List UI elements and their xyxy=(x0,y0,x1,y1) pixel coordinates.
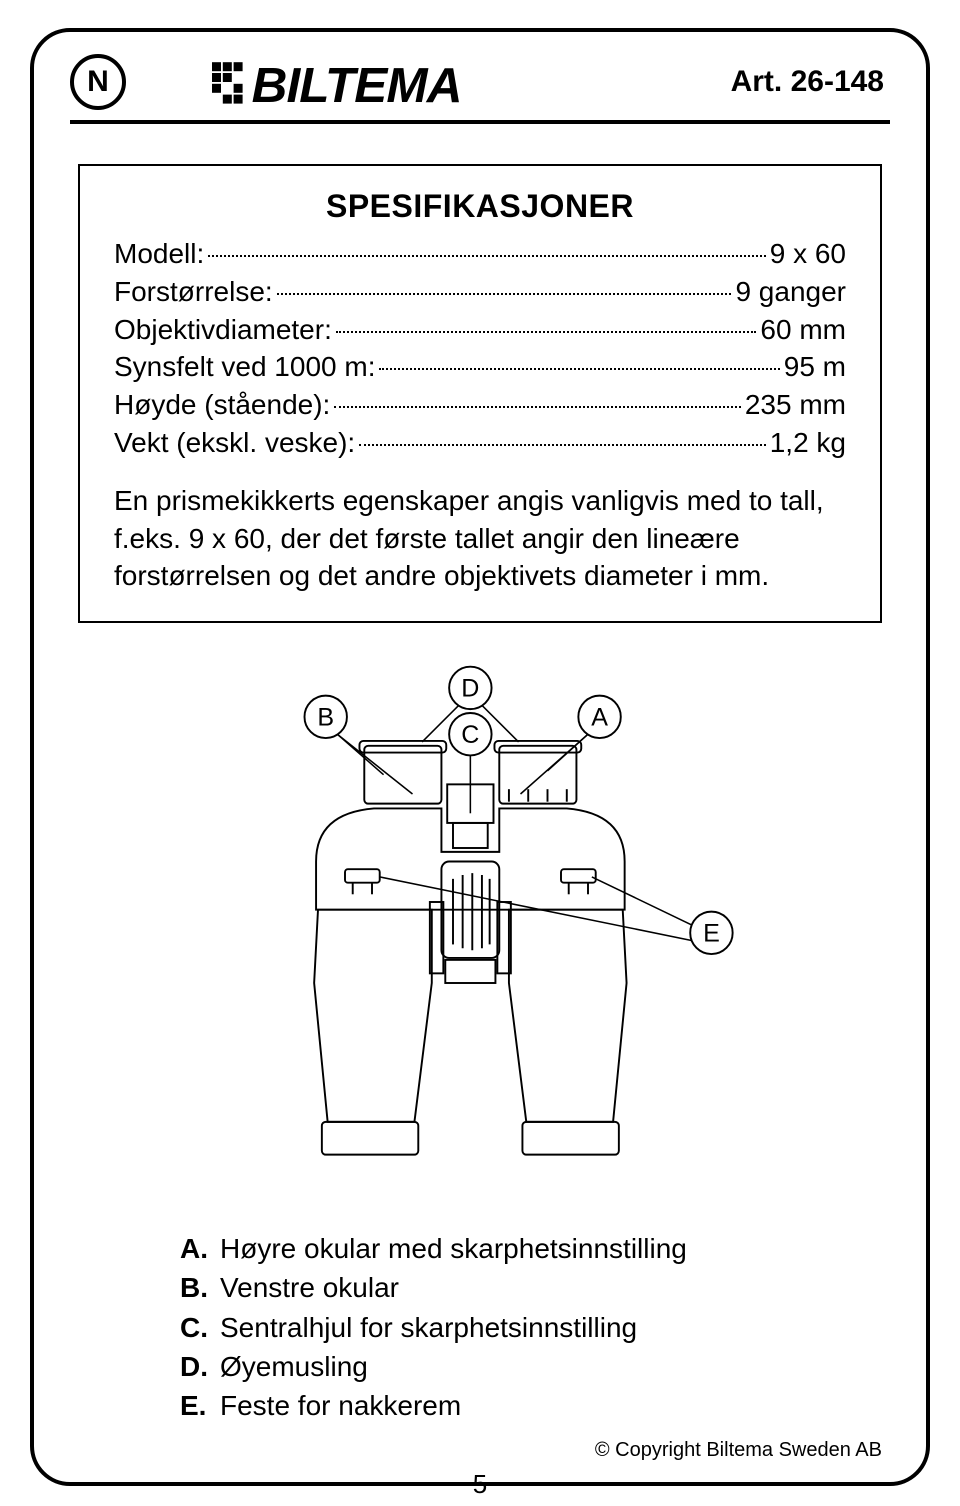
binoculars-diagram: B D C A E xyxy=(70,659,890,1199)
spec-label: Vekt (ekskl. veske): xyxy=(114,424,355,462)
legend-item: C. Sentralhjul for skarphetsinnstilling xyxy=(180,1308,860,1347)
legend-letter: A. xyxy=(180,1229,220,1268)
leader-dots xyxy=(336,331,757,333)
legend-item: B. Venstre okular xyxy=(180,1268,860,1307)
spec-label: Modell: xyxy=(114,235,204,273)
spec-value: 9 ganger xyxy=(735,273,846,311)
leader-dots xyxy=(277,293,732,295)
language-code: N xyxy=(87,65,109,99)
specifications-title: SPESIFIKASJONER xyxy=(114,188,846,225)
spec-row: Modell: 9 x 60 xyxy=(114,235,846,273)
spec-label: Synsfelt ved 1000 m: xyxy=(114,348,375,386)
page-number: 5 xyxy=(473,1469,487,1500)
legend-letter: B. xyxy=(180,1268,220,1307)
page: N BILTEMA xyxy=(0,0,960,1506)
legend-letter: E. xyxy=(180,1386,220,1425)
legend-item: D. Øyemusling xyxy=(180,1347,860,1386)
logo: BILTEMA xyxy=(126,55,731,109)
spec-value: 235 mm xyxy=(745,386,846,424)
legend-text: Feste for nakkerem xyxy=(220,1386,461,1425)
leader-dots xyxy=(334,406,741,408)
spec-label: Forstørrelse: xyxy=(114,273,273,311)
legend-text: Sentralhjul for skarphetsinnstilling xyxy=(220,1308,637,1347)
content-frame: N BILTEMA xyxy=(30,28,930,1486)
spec-label: Høyde (stående): xyxy=(114,386,330,424)
callout-C: C xyxy=(461,721,479,749)
spec-row: Vekt (ekskl. veske): 1,2 kg xyxy=(114,424,846,462)
specifications-box: SPESIFIKASJONER Modell: 9 x 60 Forstørre… xyxy=(78,164,882,623)
legend-item: A. Høyre okular med skarphetsinnstilling xyxy=(180,1229,860,1268)
spec-value: 60 mm xyxy=(760,311,846,349)
legend-item: E. Feste for nakkerem xyxy=(180,1386,860,1425)
legend-text: Høyre okular med skarphetsinnstilling xyxy=(220,1229,687,1268)
callout-D: D xyxy=(461,675,479,703)
binoculars-svg: B D C A E xyxy=(200,659,760,1199)
leader-dots xyxy=(359,444,766,446)
spec-row: Forstørrelse: 9 ganger xyxy=(114,273,846,311)
header-divider xyxy=(70,120,890,124)
callout-A: A xyxy=(591,704,608,732)
callout-E: E xyxy=(703,920,720,948)
spec-row: Objektivdiameter: 60 mm xyxy=(114,311,846,349)
callout-B: B xyxy=(317,704,334,732)
header: N BILTEMA xyxy=(70,50,890,114)
specifications-paragraph: En prismekikkerts egenskaper angis vanli… xyxy=(114,482,846,595)
legend-text: Øyemusling xyxy=(220,1347,368,1386)
legend-letter: D. xyxy=(180,1347,220,1386)
legend-text: Venstre okular xyxy=(220,1268,399,1307)
spec-label: Objektivdiameter: xyxy=(114,311,332,349)
spec-value: 95 m xyxy=(784,348,846,386)
diagram-legend: A. Høyre okular med skarphetsinnstilling… xyxy=(180,1229,860,1425)
leader-dots xyxy=(208,255,765,257)
copyright-text: © Copyright Biltema Sweden AB xyxy=(595,1439,882,1462)
spec-value: 1,2 kg xyxy=(770,424,846,462)
spec-value: 9 x 60 xyxy=(770,235,846,273)
leader-dots xyxy=(379,368,779,370)
article-number: Art. 26-148 xyxy=(731,65,890,99)
biltema-logo-icon: BILTEMA xyxy=(212,55,644,109)
logo-text: BILTEMA xyxy=(252,58,462,109)
legend-letter: C. xyxy=(180,1308,220,1347)
spec-row: Høyde (stående): 235 mm xyxy=(114,386,846,424)
spec-row: Synsfelt ved 1000 m: 95 m xyxy=(114,348,846,386)
language-badge: N xyxy=(70,54,126,110)
